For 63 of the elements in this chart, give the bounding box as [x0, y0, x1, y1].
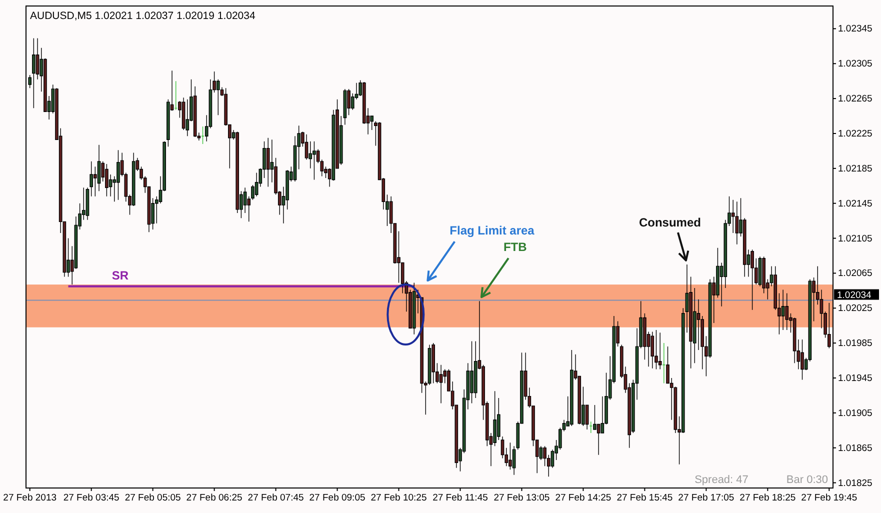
candlestick — [105, 164, 108, 197]
annotation: Consumed — [638, 215, 701, 230]
candlestick — [658, 332, 662, 370]
candlestick — [735, 201, 739, 245]
y-tick-label: 1.02105 — [838, 233, 872, 244]
y-tick-label: 1.02185 — [838, 163, 872, 174]
annotation: FTB — [503, 240, 528, 254]
x-tick-label: 27 Feb 2013 — [3, 492, 57, 504]
y-tick-label: 1.02265 — [838, 94, 872, 105]
x-tick-label: 27 Feb 13:05 — [494, 492, 550, 504]
candlestick — [174, 80, 178, 110]
candlestick — [116, 150, 120, 200]
y-tick-label: 1.02065 — [838, 268, 872, 280]
y-tick-label: 1.02145 — [838, 198, 872, 210]
candlestick — [570, 350, 574, 426]
candlestick — [432, 342, 435, 384]
candlestick — [828, 302, 831, 349]
candlestick — [343, 88, 347, 126]
x-tick-label: 27 Feb 18:25 — [740, 492, 796, 504]
ref-line-label: 1.02034 — [837, 290, 872, 301]
y-tick-label: 1.01945 — [838, 373, 872, 384]
x-tick-label: 27 Feb 11:45 — [432, 492, 488, 504]
annotation: Flag Limit area — [450, 224, 535, 238]
candlestick — [781, 289, 785, 330]
x-tick-label: 27 Feb 03:45 — [63, 492, 120, 504]
x-tick-label: 27 Feb 05:05 — [124, 492, 181, 504]
x-tick-label: 27 Feb 07:45 — [248, 492, 304, 504]
y-tick-label: 1.02025 — [838, 303, 872, 314]
annotation: Spread: 47 — [694, 474, 748, 486]
y-tick-label: 1.01905 — [838, 408, 872, 419]
y-tick-label: 1.01825 — [838, 478, 872, 489]
x-tick-label: 27 Feb 19:45 — [801, 492, 858, 504]
x-tick-label: 27 Feb 10:25 — [370, 492, 427, 504]
y-tick-label: 1.02225 — [838, 128, 872, 140]
x-tick-label: 27 Feb 14:25 — [555, 492, 612, 504]
candlestick — [28, 74, 32, 88]
candlestick — [662, 342, 666, 384]
candlestick — [785, 292, 789, 330]
candlestick — [86, 187, 90, 220]
x-tick-label: 27 Feb 09:05 — [309, 492, 366, 504]
candlestick — [32, 38, 36, 109]
candlestick — [650, 331, 654, 369]
candlestick — [412, 282, 416, 335]
candlestick — [800, 339, 804, 380]
x-tick-label: 27 Feb 17:05 — [678, 492, 734, 504]
x-tick-label: 27 Feb 15:45 — [616, 492, 673, 504]
y-tick-label: 1.01985 — [838, 338, 872, 350]
candlestick — [201, 126, 204, 144]
candlestick — [254, 172, 258, 197]
candlestick — [312, 140, 316, 180]
series-label: SR — [112, 268, 129, 282]
chart-title: AUDUSD,M5 1.02021 1.02037 1.02019 1.02034 — [30, 10, 256, 22]
candlestick — [90, 161, 93, 197]
candlestick — [439, 364, 443, 404]
candlestick — [654, 330, 658, 370]
candlestick — [266, 138, 270, 188]
candlestick — [589, 421, 593, 434]
annotation: Bar 0:30 — [786, 474, 828, 486]
candlestick — [750, 249, 754, 310]
y-tick-label: 1.01865 — [838, 442, 872, 454]
x-tick-label: 27 Feb 06:25 — [186, 492, 242, 504]
y-tick-label: 1.02305 — [838, 58, 872, 70]
y-tick-label: 1.02345 — [838, 24, 872, 35]
